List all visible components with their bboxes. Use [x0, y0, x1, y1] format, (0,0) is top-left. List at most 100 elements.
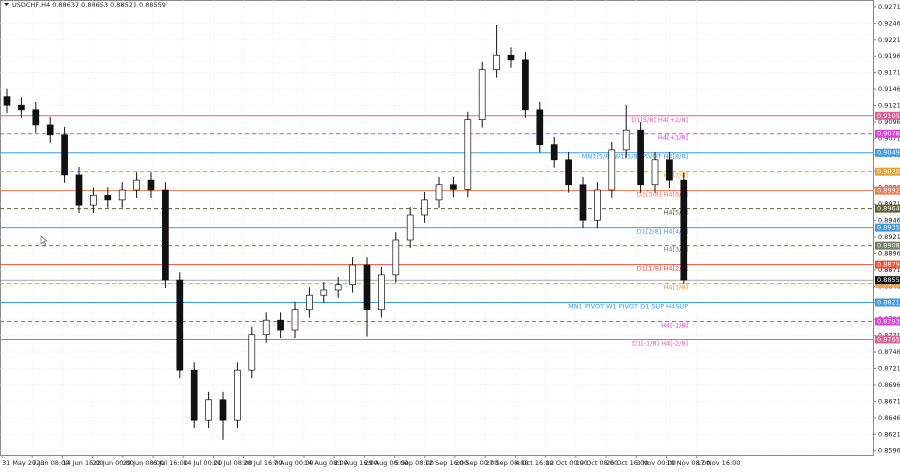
candle-body [666, 159, 673, 181]
level-label: D1[5/8] H4[+2/8] [631, 116, 688, 124]
level-price-box [875, 204, 900, 213]
candle-body [392, 239, 400, 276]
level-price-label: 0.90786 [877, 130, 900, 138]
y-tick-label: 0.86465 [878, 414, 900, 422]
candle-body [493, 54, 500, 71]
level-label: D1[3/8] H4[6/8] [637, 191, 688, 199]
candle-body [651, 159, 659, 186]
y-tick-label: 0.86965 [878, 381, 900, 389]
y-tick-label: 0.92215 [878, 36, 900, 44]
y-tick-label: 0.89465 [878, 217, 900, 225]
candle-body [75, 174, 83, 206]
candle-body [579, 184, 587, 221]
y-tick-label: 0.86215 [878, 430, 900, 438]
x-tick-label: 21 Jul 08:00 [213, 459, 252, 467]
candle-body [118, 189, 126, 201]
candle-body [18, 104, 25, 111]
level-price-box [875, 241, 900, 250]
candle-body [507, 54, 515, 61]
level-price-label: 0.87931 [877, 317, 900, 325]
x-tick-label: 27 Sep 08:00 [485, 459, 528, 467]
level-price-label: 0.87657 [877, 335, 900, 343]
level-price-box [875, 186, 900, 195]
x-tick-label: 6 Jul 16:00 [153, 459, 188, 467]
y-tick-label: 0.89715 [878, 200, 900, 208]
level-price-label: 0.89921 [877, 187, 900, 195]
x-tick-label: 19 Oct 08:00 [576, 459, 618, 467]
candle-body [421, 199, 428, 216]
level-price-box [875, 335, 900, 344]
candle-body [3, 96, 11, 106]
x-tick-label: 26 Oct 16:00 [606, 459, 648, 467]
level-price-label: 0.89084 [877, 242, 900, 250]
menu-arrow[interactable] [4, 3, 9, 6]
level-label: MN1 PIVOT W1 PIVOT D1 SUP H4SUP [568, 303, 688, 311]
x-tick-label: 7 Jun 08:00 [32, 459, 69, 467]
level-label: H4[5/8] [663, 209, 688, 217]
mouse-cursor [40, 235, 48, 247]
x-tick-label: 17 Nov 16:00 [697, 459, 741, 467]
level-price-box [875, 148, 900, 157]
candle-body [363, 264, 371, 311]
level-label: H4[1/8] [663, 284, 688, 292]
y-tick-label: 0.91715 [878, 69, 900, 77]
candle-body [464, 119, 472, 190]
candle-body [435, 184, 443, 201]
chart-title: USDCHF,H4 0.88637 0.88653 0.88521 0.8855… [12, 1, 166, 9]
level-label: H4[7/8] [663, 172, 688, 180]
candle-body [550, 144, 558, 161]
candle-body [61, 134, 68, 176]
level-price-label: 0.89647 [877, 205, 900, 213]
level-price-label: 0.90497 [877, 149, 900, 157]
candle-body [565, 159, 572, 186]
level-label: H4[3/8] [663, 246, 688, 254]
level-price-box [875, 260, 900, 269]
candle-body [334, 284, 342, 291]
candle-body [622, 129, 630, 151]
x-tick-label: 14 Jun 16:00 [62, 459, 103, 467]
candle-body [219, 399, 227, 421]
level-price-box [875, 167, 900, 176]
level-label: D1[-1/8] H4[-2/8] [632, 339, 688, 347]
level-price-box [875, 111, 900, 120]
y-tick-label: 0.91465 [878, 85, 900, 93]
y-tick-label: 0.90715 [878, 134, 900, 142]
x-tick-label: 7 Aug 00:00 [274, 459, 314, 467]
x-tick-label: 22 Jun 00:00 [93, 459, 134, 467]
level-price-box [875, 298, 900, 307]
y-tick-label: 0.89215 [878, 233, 900, 241]
x-tick-label: 12 Sep 16:00 [425, 459, 468, 467]
level-price-box [875, 223, 900, 232]
y-tick-label: 0.92465 [878, 19, 900, 27]
candle-body [680, 179, 688, 281]
x-tick-label: 21 Aug 16:00 [334, 459, 378, 467]
y-tick-label: 0.87465 [878, 348, 900, 356]
x-tick-label: 10 Nov 08:00 [666, 459, 710, 467]
candle-body [133, 179, 140, 191]
candle-body [594, 189, 601, 221]
level-price-label: 0.91059 [877, 112, 900, 120]
level-price-label: 0.89358 [877, 224, 900, 232]
candle-body [450, 184, 457, 190]
candle-body [234, 369, 241, 421]
y-tick-label: 0.86715 [878, 397, 900, 405]
level-price-label: 0.88796 [877, 261, 900, 269]
candle-body [478, 69, 486, 121]
candle-body [406, 214, 414, 241]
candle-body [262, 319, 270, 336]
current-price-label: 0.88559 [877, 276, 900, 284]
x-tick-label: 5 Sep 08:00 [395, 459, 434, 467]
x-tick-label: 29 Jun 08:00 [123, 459, 164, 467]
candle-body [147, 179, 155, 191]
x-tick-label: 31 May 2023 [2, 459, 44, 467]
level-price-label: 0.88219 [877, 299, 900, 307]
candle-body [162, 189, 169, 281]
candle-body [104, 194, 112, 201]
x-tick-label: 12 Oct 00:00 [546, 459, 588, 467]
current-price-box [875, 276, 900, 285]
level-label: D1[1/8] H4[2/8] [637, 265, 688, 273]
level-label: H4[+1/8] [658, 134, 688, 142]
y-tick-label: 0.91965 [878, 52, 900, 60]
